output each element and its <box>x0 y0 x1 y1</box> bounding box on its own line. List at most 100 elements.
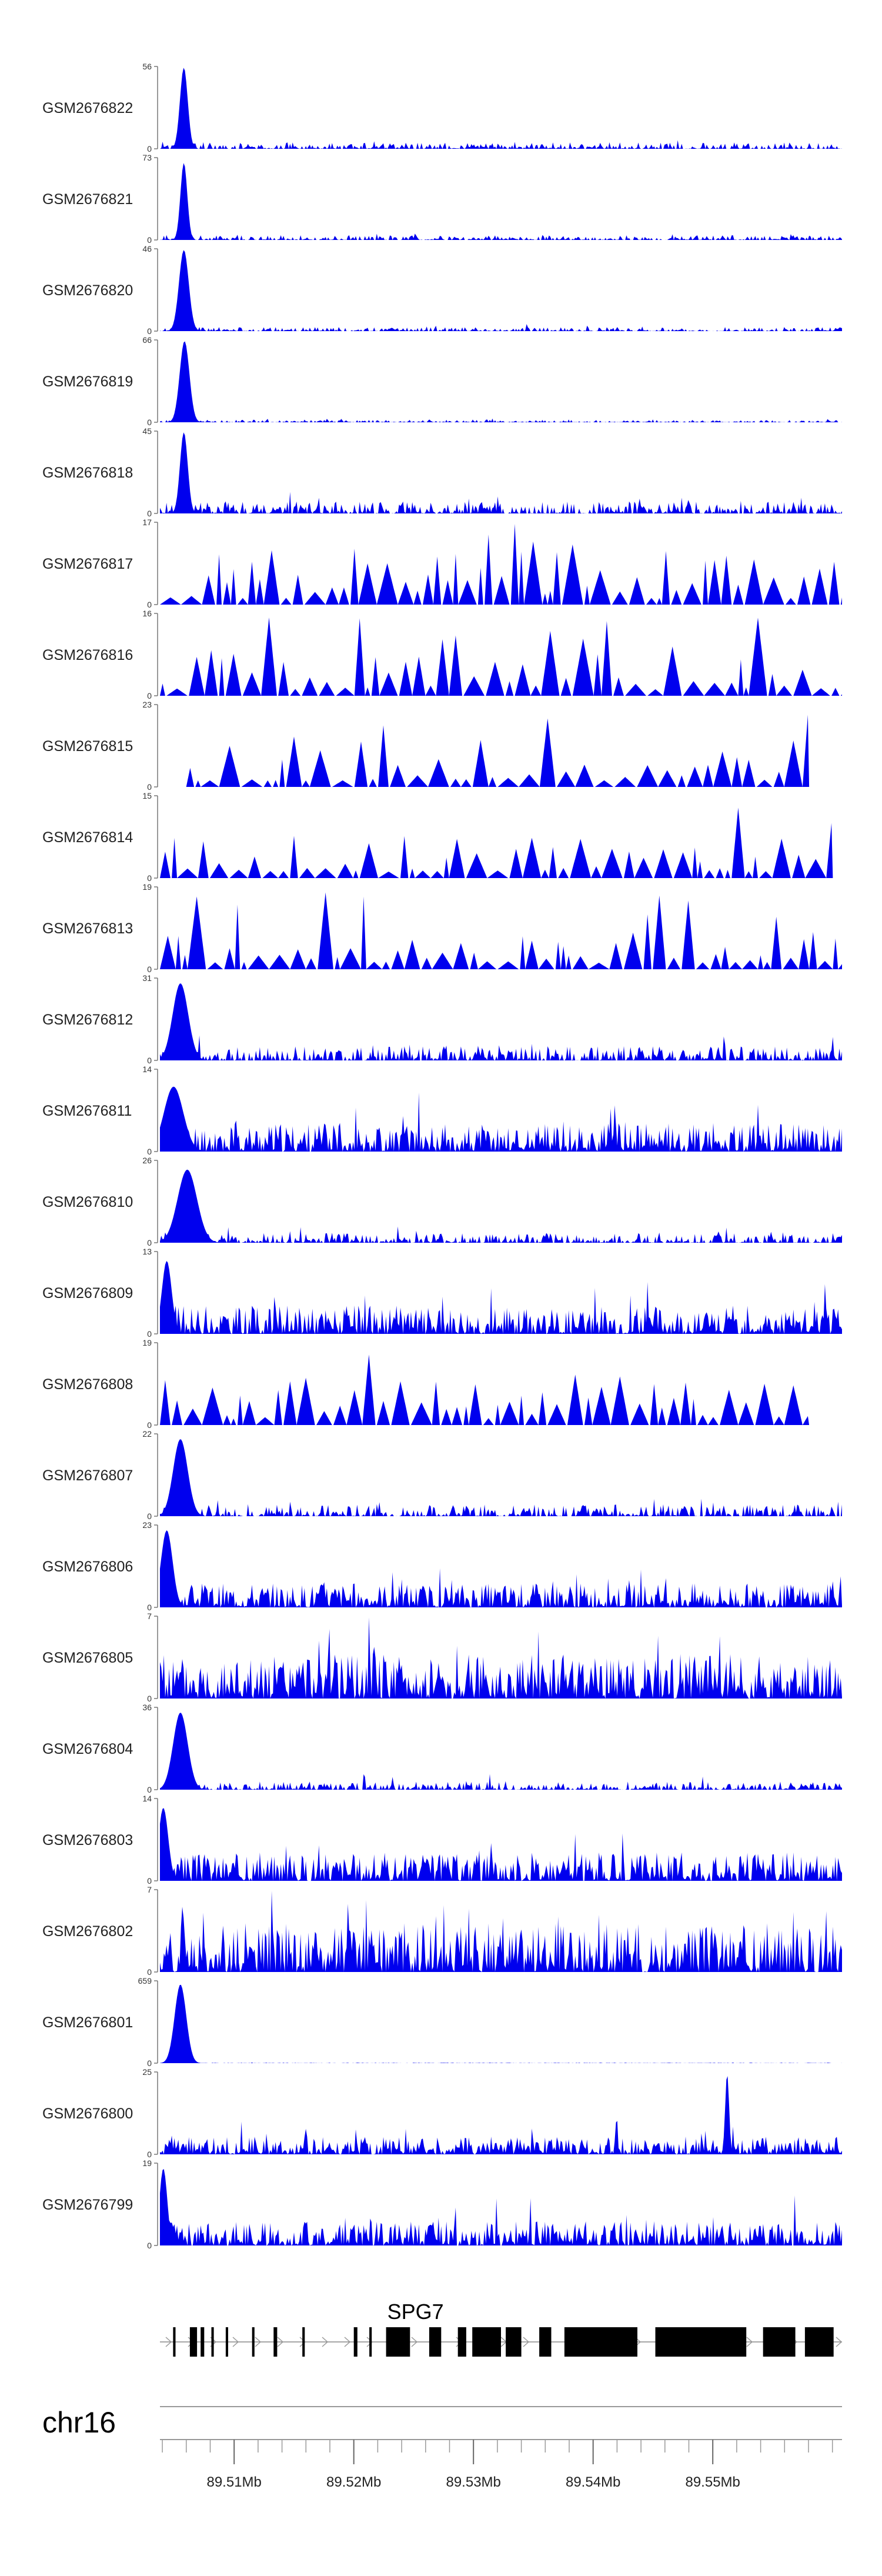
coverage-tracks: GSM2676822560GSM2676821730GSM2676820460G… <box>42 62 842 2250</box>
track-label: GSM2676812 <box>42 1012 133 1028</box>
track-GSM2676803: GSM2676803 14 0 <box>42 1794 842 1886</box>
track-ymin-label: 0 <box>147 782 152 792</box>
axis-tick-label: 89.54Mb <box>566 2474 620 2490</box>
track-label: GSM2676818 <box>42 465 133 481</box>
track-ymax-label: 15 <box>142 791 152 800</box>
track-ymax-label: 31 <box>142 973 152 983</box>
exon <box>804 2327 834 2357</box>
track-label: GSM2676809 <box>42 1285 133 1302</box>
genome-axis: chr16 89.51Mb 89.52Mb 89.53Mb 89.54Mb 89.55M… <box>42 2406 842 2490</box>
track-ymax-label: 25 <box>142 2067 152 2077</box>
track-GSM2676818: GSM2676818 45 0 <box>42 426 842 518</box>
track-ymin-label: 0 <box>147 1329 152 1339</box>
track-ymin-label: 0 <box>147 1876 152 1886</box>
track-ymin-label: 0 <box>147 691 152 700</box>
track-label: GSM2676819 <box>42 373 133 390</box>
coverage-area <box>160 2169 842 2245</box>
exon <box>252 2327 255 2357</box>
track-ymin-label: 0 <box>147 144 152 154</box>
coverage-area <box>160 1354 842 1425</box>
strand-arrow <box>366 2337 373 2347</box>
track-ymax-label: 22 <box>142 1429 152 1439</box>
coverage-area <box>160 2076 842 2154</box>
track-label: GSM2676810 <box>42 1194 133 1210</box>
track-GSM2676805: GSM2676805 7 0 <box>42 1611 842 1703</box>
exon <box>386 2327 410 2357</box>
gene-name-label: SPG7 <box>387 2300 444 2324</box>
coverage-area <box>160 1713 842 1790</box>
track-label: GSM2676803 <box>42 1832 133 1848</box>
strand-arrow <box>836 2337 843 2347</box>
strand-arrow <box>255 2337 262 2347</box>
exon <box>472 2327 501 2357</box>
track-ymax-label: 73 <box>142 153 152 162</box>
track-GSM2676814: GSM2676814 15 0 <box>42 791 842 883</box>
track-GSM2676821: GSM2676821 73 0 <box>42 153 842 245</box>
exon <box>506 2327 522 2357</box>
coverage-area <box>160 617 842 696</box>
track-ymax-label: 23 <box>142 1520 152 1530</box>
coverage-area <box>160 892 842 969</box>
track-label: GSM2676806 <box>42 1559 133 1575</box>
track-ymax-label: 66 <box>142 335 152 345</box>
axis-tick-label: 89.52Mb <box>326 2474 381 2490</box>
track-GSM2676808: GSM2676808 19 0 <box>42 1338 842 1430</box>
exon <box>369 2327 372 2357</box>
exon <box>655 2327 747 2357</box>
exon <box>225 2327 228 2357</box>
coverage-area <box>160 1439 842 1516</box>
track-ymax-label: 19 <box>142 1338 152 1347</box>
track-label: GSM2676807 <box>42 1467 133 1484</box>
exon <box>273 2327 278 2357</box>
track-GSM2676804: GSM2676804 36 0 <box>42 1703 842 1794</box>
track-GSM2676799: GSM2676799 19 0 <box>42 2158 842 2250</box>
track-label: GSM2676811 <box>42 1103 132 1119</box>
track-ymin-label: 0 <box>147 418 152 427</box>
coverage-area <box>160 1086 842 1152</box>
coverage-area <box>160 983 842 1060</box>
track-label: GSM2676805 <box>42 1650 133 1666</box>
track-ymax-label: 19 <box>142 2158 152 2168</box>
track-ymin-label: 0 <box>147 2150 152 2159</box>
track-GSM2676809: GSM2676809 13 0 <box>42 1247 842 1339</box>
track-GSM2676807: GSM2676807 22 0 <box>42 1429 842 1521</box>
axis-tick-label: 89.53Mb <box>446 2474 500 2490</box>
track-ymin-label: 0 <box>147 1420 152 1430</box>
track-label: GSM2676816 <box>42 647 133 663</box>
track-ymax-label: 46 <box>142 244 152 253</box>
exon <box>539 2327 552 2357</box>
strand-arrow <box>322 2337 329 2347</box>
coverage-area <box>160 1261 842 1334</box>
coverage-area <box>160 1808 842 1881</box>
track-ymax-label: 19 <box>142 882 152 892</box>
track-label: GSM2676822 <box>42 100 133 116</box>
track-ymax-label: 14 <box>142 1794 152 1803</box>
track-ymax-label: 23 <box>142 700 152 709</box>
exon <box>353 2327 358 2357</box>
track-GSM2676811: GSM2676811 14 0 <box>42 1065 842 1156</box>
coverage-area <box>160 163 842 240</box>
track-ymax-label: 16 <box>142 609 152 618</box>
coverage-area <box>160 1169 842 1243</box>
track-ymax-label: 659 <box>138 1976 152 1986</box>
track-label: GSM2676821 <box>42 191 133 208</box>
track-GSM2676812: GSM2676812 31 0 <box>42 973 842 1065</box>
track-ymin-label: 0 <box>147 1147 152 1156</box>
strand-arrow <box>746 2337 753 2347</box>
track-label: GSM2676808 <box>42 1376 133 1393</box>
track-ymax-label: 45 <box>142 426 152 436</box>
track-label: GSM2676801 <box>42 2014 133 2031</box>
track-ymin-label: 0 <box>147 1238 152 1247</box>
track-ymax-label: 7 <box>147 1611 152 1621</box>
track-ymin-label: 0 <box>147 1511 152 1521</box>
strand-arrow <box>411 2337 418 2347</box>
coverage-area <box>160 1617 842 1699</box>
track-ymax-label: 36 <box>142 1703 152 1712</box>
track-ymax-label: 13 <box>142 1247 152 1256</box>
track-GSM2676820: GSM2676820 46 0 <box>42 244 842 336</box>
track-GSM2676801: GSM2676801 659 0 <box>42 1976 842 2068</box>
axis-tick-label: 89.51Mb <box>206 2474 261 2490</box>
track-label: GSM2676804 <box>42 1741 133 1757</box>
axis-ticks: 89.51Mb 89.52Mb 89.53Mb 89.54Mb 89.55Mb <box>162 2440 833 2490</box>
